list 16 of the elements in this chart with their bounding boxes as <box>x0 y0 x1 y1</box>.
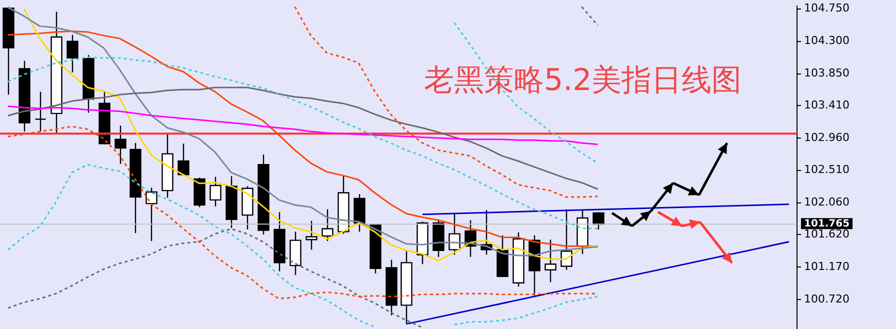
y-tick-label: 104.750 <box>804 2 850 15</box>
line-series <box>7 228 424 328</box>
text: 老黑策略5.2美指日线图 <box>424 62 742 100</box>
candlestick <box>34 91 46 132</box>
ref-line-label: 101.765 <box>804 218 850 230</box>
y-tick-label: 101.170 <box>804 260 850 273</box>
line-series <box>454 296 598 326</box>
y-tick-label: 102.060 <box>804 196 850 209</box>
y-tick-label: 102.510 <box>804 163 850 176</box>
line-series <box>7 164 376 328</box>
y-tick-label: 101.620 <box>804 227 850 240</box>
y-tick-label: 103.410 <box>804 98 850 112</box>
y-tick-label: 100.720 <box>804 292 850 306</box>
y-tick-label: 104.300 <box>804 34 850 48</box>
y-tick-label: 103.850 <box>804 66 850 80</box>
y-tick-label: 102.960 <box>804 130 850 144</box>
